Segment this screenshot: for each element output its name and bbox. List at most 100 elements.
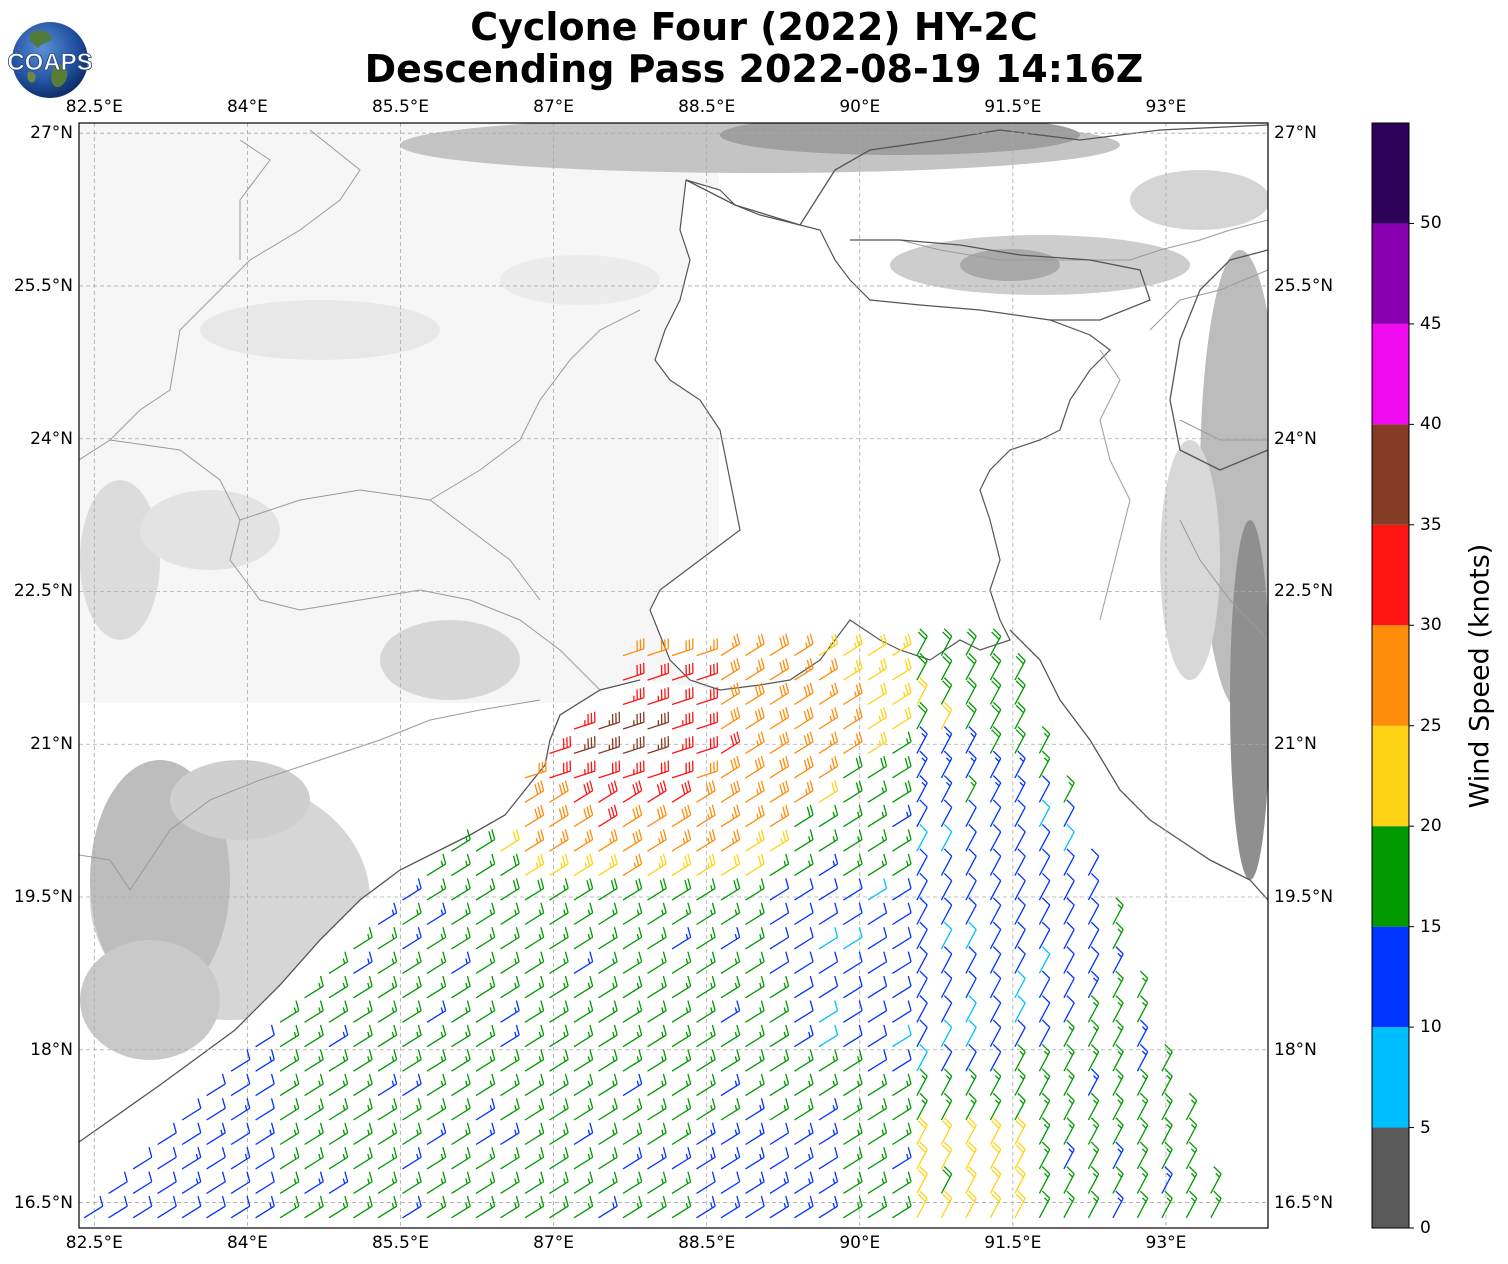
wind-barb <box>916 677 928 705</box>
wind-barb <box>720 707 741 730</box>
wind-barb <box>940 1117 953 1145</box>
wind-barb <box>843 1147 863 1170</box>
wind-barb <box>1112 897 1124 925</box>
wind-barb <box>794 633 814 657</box>
wind-barb <box>1014 1068 1026 1096</box>
wind-barb <box>353 975 373 999</box>
wind-barb <box>1112 1190 1124 1219</box>
wind-barb <box>598 1171 618 1194</box>
wind-barb <box>475 1073 496 1097</box>
wind-barb <box>965 921 977 950</box>
wind-barb <box>1063 872 1075 901</box>
wind-barb <box>255 1024 275 1048</box>
wind-barb <box>573 1049 594 1072</box>
wind-barb <box>402 1024 422 1048</box>
wind-barb <box>940 970 953 999</box>
wind-barb <box>769 975 790 999</box>
wind-barb <box>892 1122 912 1146</box>
wind-barb <box>940 775 953 803</box>
wind-barb <box>426 975 447 999</box>
wind-barb <box>598 1049 618 1072</box>
wind-barb <box>940 946 953 974</box>
wind-barb <box>279 1171 300 1194</box>
wind-barb <box>1063 1092 1075 1121</box>
wind-barb <box>1112 1068 1124 1096</box>
wind-barb <box>794 804 814 828</box>
wind-barb <box>230 1195 251 1219</box>
wind-barb <box>794 780 814 803</box>
wind-barb <box>1161 1141 1173 1170</box>
wind-barb <box>524 780 545 803</box>
wind-barb <box>500 878 520 901</box>
wind-barb <box>622 1024 643 1048</box>
wind-barb <box>1185 1092 1198 1121</box>
wind-barb <box>965 872 977 901</box>
wind-barb <box>1210 1166 1222 1194</box>
wind-barb <box>818 902 839 926</box>
wind-barb <box>818 633 839 657</box>
wind-barb <box>524 927 545 950</box>
wind-barb <box>965 1190 977 1219</box>
wind-barb <box>1038 823 1051 852</box>
wind-barb <box>475 1000 496 1023</box>
x-tick-label-top: 91.5°E <box>984 97 1042 117</box>
wind-barb <box>867 1195 888 1219</box>
colorbar-bin <box>1372 926 1409 1028</box>
wind-barb <box>598 878 618 901</box>
wind-barb <box>965 701 977 730</box>
wind-barb <box>794 951 814 974</box>
wind-barb <box>1014 1019 1026 1048</box>
wind-barb <box>573 780 594 803</box>
wind-barb <box>769 902 790 926</box>
colorbar-bin <box>1372 123 1409 224</box>
wind-barb <box>916 1068 928 1096</box>
wind-barb <box>549 1195 569 1219</box>
wind-barb <box>1063 921 1075 950</box>
wind-barb <box>720 1147 741 1170</box>
wind-barb <box>794 927 814 950</box>
wind-barb <box>1038 1092 1051 1121</box>
wind-barb <box>524 1147 545 1170</box>
wind-barb <box>1087 1141 1100 1170</box>
wind-barb <box>500 975 520 999</box>
wind-barb <box>573 1000 594 1023</box>
wind-barb <box>157 1171 177 1194</box>
wind-barb <box>867 1024 888 1048</box>
wind-barb <box>647 780 667 803</box>
wind-barb <box>720 658 741 681</box>
wind-barb <box>524 829 545 852</box>
wind-barb <box>279 1000 300 1023</box>
wind-barb <box>720 829 741 852</box>
wind-barb <box>647 638 670 657</box>
wind-barb <box>867 975 888 999</box>
wind-barb <box>451 975 471 999</box>
wind-barb <box>549 1147 569 1170</box>
wind-barb <box>647 1195 667 1219</box>
wind-barb <box>940 799 953 828</box>
wind-barb <box>328 1098 349 1121</box>
wind-barb <box>255 1049 275 1072</box>
wind-barb <box>255 1171 275 1194</box>
wind-barb <box>132 1195 153 1219</box>
wind-barb <box>720 927 741 950</box>
wind-barb <box>867 829 888 852</box>
wind-barb <box>573 927 594 950</box>
wind-barb <box>843 951 863 974</box>
wind-barb <box>598 1147 618 1170</box>
x-tick-label-bottom: 90°E <box>839 1233 881 1253</box>
wind-barb <box>377 1147 398 1170</box>
wind-barb <box>696 1098 716 1121</box>
wind-barb <box>892 633 912 657</box>
wind-barb <box>1014 946 1026 974</box>
wind-barb <box>1087 848 1100 876</box>
wind-barb <box>916 995 928 1023</box>
wind-barb <box>500 1073 520 1097</box>
wind-barb <box>377 1024 398 1048</box>
x-tick-label-top: 90°E <box>839 97 881 117</box>
wind-barb <box>500 927 520 950</box>
wind-barb <box>696 780 716 803</box>
wind-barb <box>426 1024 447 1048</box>
wind-barb <box>622 780 643 803</box>
wind-barb <box>965 970 977 999</box>
logo-text: COAPS <box>8 49 92 76</box>
